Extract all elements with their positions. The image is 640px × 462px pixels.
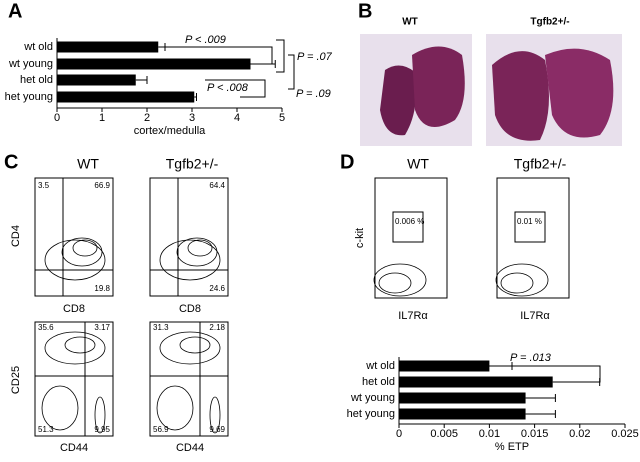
- flow-title: WT: [407, 156, 429, 172]
- quadrant-value: 19.8: [94, 284, 110, 293]
- flow-title: Tgfb2+/-: [166, 156, 219, 172]
- quadrant-value: 24.6: [209, 284, 225, 293]
- quadrant-value: 9.95: [94, 425, 110, 434]
- bar: [57, 91, 195, 103]
- quadrant-value: 3.17: [94, 323, 110, 332]
- y-tick-label: het old: [362, 376, 395, 388]
- bar: [57, 74, 136, 86]
- annotation: P = .09: [296, 88, 331, 100]
- panel-letter: D: [340, 151, 354, 173]
- quadrant-value: 9.69: [209, 425, 225, 434]
- axis-label: IL7Rα: [520, 310, 550, 322]
- flow-plot: 31.3 2.18 56.9 9.69: [149, 321, 229, 437]
- panel-letter: B: [358, 0, 372, 22]
- annotation: P = .013: [510, 352, 552, 364]
- bar: [399, 360, 490, 372]
- axis-label: CD25: [10, 366, 22, 394]
- y-tick-label: wt young: [8, 58, 53, 70]
- quadrant-value: 2.18: [209, 323, 225, 332]
- error-bar: [525, 410, 556, 418]
- flow-title: WT: [77, 156, 99, 172]
- histology-title: Tgfb2+/-: [530, 17, 569, 28]
- axis-label: CD44: [176, 442, 204, 454]
- y-tick-label: wt old: [23, 41, 53, 53]
- flow-plot: 64.4 24.6: [149, 177, 229, 297]
- quadrant-value: 35.6: [38, 323, 54, 332]
- flow-plot: 3.5 66.9 19.8: [34, 177, 114, 297]
- y-tick-label: het young: [5, 91, 53, 103]
- bar: [399, 376, 553, 388]
- tissue: [545, 48, 614, 138]
- quadrant-value: 31.3: [153, 323, 169, 332]
- x-tick-label: 0: [396, 428, 402, 440]
- flow-plot: 0.01 %: [495, 177, 570, 299]
- error-bar: [158, 43, 166, 51]
- y-tick-label: wt old: [365, 360, 395, 372]
- bar: [399, 408, 526, 420]
- x-tick-label: 2: [144, 112, 150, 124]
- x-tick-label: 0.02: [569, 428, 590, 440]
- axis-label: c-kit: [354, 228, 366, 248]
- annotation: P = .07: [297, 51, 333, 63]
- panel-letter: A: [8, 0, 22, 22]
- gate-value: 0.01 %: [517, 217, 542, 226]
- quadrant-value: 3.5: [38, 181, 50, 190]
- annotation: P < .009: [185, 34, 226, 46]
- x-tick-label: 4: [234, 112, 240, 124]
- axis-label: CD4: [10, 225, 22, 247]
- axis-label: IL7Rα: [398, 310, 428, 322]
- gate-value: 0.006 %: [395, 217, 424, 226]
- x-tick-label: 1: [99, 112, 105, 124]
- error-bar: [489, 362, 513, 370]
- x-tick-label: 0.025: [611, 428, 639, 440]
- x-tick-label: 0.01: [479, 428, 500, 440]
- x-tick-label: 3: [189, 112, 195, 124]
- x-axis-label: cortex/medulla: [134, 125, 206, 137]
- quadrant-value: 51.3: [38, 425, 54, 434]
- annotation: P < .008: [207, 82, 249, 94]
- quadrant-value: 56.9: [153, 425, 169, 434]
- bar: [57, 58, 251, 70]
- x-tick-label: 0.015: [521, 428, 549, 440]
- tissue: [412, 46, 465, 128]
- histology-title: WT: [402, 17, 418, 28]
- quadrant-value: 64.4: [209, 181, 225, 190]
- axis-label: CD8: [179, 303, 201, 315]
- tissue: [492, 51, 549, 141]
- error-bar: [525, 394, 556, 402]
- axis-label: CD44: [60, 442, 88, 454]
- panel-letter: C: [4, 151, 18, 173]
- flow-plot: 0.006 %: [373, 177, 448, 299]
- error-bar: [194, 93, 197, 101]
- tissue: [380, 65, 417, 136]
- bar: [399, 392, 526, 404]
- y-tick-label: het young: [347, 408, 395, 420]
- y-tick-label: het old: [20, 74, 53, 86]
- x-tick-label: 0.005: [430, 428, 458, 440]
- axis-label: CD8: [63, 303, 85, 315]
- error-bar: [135, 76, 148, 84]
- quadrant-value: 66.9: [94, 181, 110, 190]
- x-axis-label: % ETP: [495, 441, 529, 453]
- flow-plot: 35.6 3.17 51.3 9.95: [34, 321, 114, 437]
- error-bar: [250, 60, 276, 68]
- flow-title: Tgfb2+/-: [514, 156, 567, 172]
- y-tick-label: wt young: [350, 392, 395, 404]
- error-bar: [552, 378, 601, 386]
- x-tick-label: 0: [54, 112, 60, 124]
- bar: [57, 41, 159, 53]
- x-tick-label: 5: [279, 112, 285, 124]
